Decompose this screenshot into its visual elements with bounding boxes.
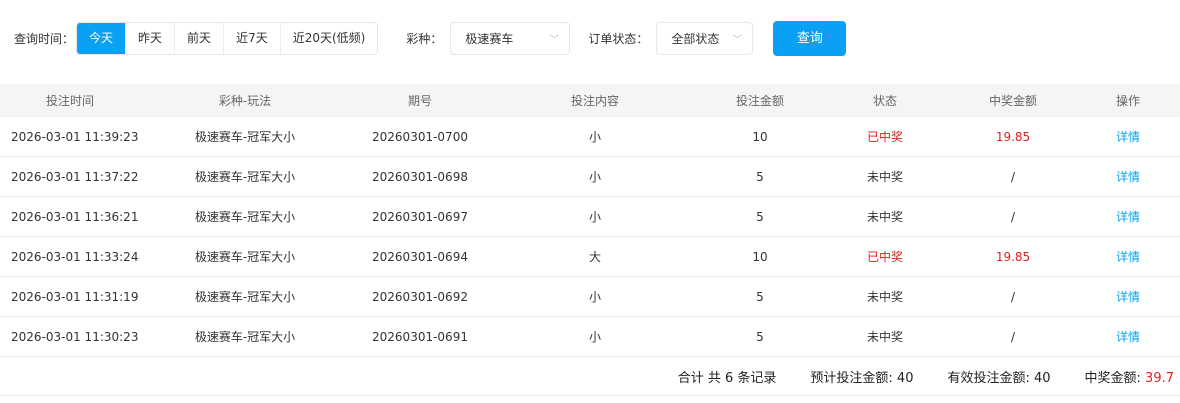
column-header: 操作 [1115, 94, 1140, 108]
column-header: 投注内容 [570, 94, 619, 108]
cell-win: 19.85 [995, 249, 1031, 264]
cell-game: 极速赛车-冠军大小 [194, 210, 296, 224]
cell-game: 极速赛车-冠军大小 [194, 130, 296, 144]
filter-bar: 查询时间： 今天 昨天 前天 近7天 近20天(低频) 彩种： 极速赛车 ﹀ 订… [0, 21, 847, 56]
cell-status: 未中奖 [866, 170, 903, 184]
column-header: 期号 [407, 94, 432, 108]
expected-amount: 预计投注金额: 40 [810, 367, 913, 386]
cell-content: 大 [588, 250, 601, 264]
cell-status: 已中奖 [866, 130, 903, 144]
cell-issue: 20260301-0698 [372, 169, 468, 184]
cell-content: 小 [588, 290, 601, 304]
time-option-20-days[interactable]: 近20天(低频) [279, 23, 378, 54]
cell-status: 未中奖 [866, 330, 903, 344]
cell-time: 2026-03-01 11:31:19 [11, 289, 139, 304]
table-row: 2026-03-01 11:39:23 极速赛车-冠军大小 20260301-070… [0, 117, 1180, 157]
cell-game: 极速赛车-冠军大小 [194, 290, 296, 304]
table-row: 2026-03-01 11:31:19 极速赛车-冠军大小 20260301-069… [0, 277, 1180, 317]
details-link[interactable]: 详情 [1115, 330, 1140, 344]
cell-game: 极速赛车-冠军大小 [194, 330, 296, 344]
cell-time: 2026-03-01 11:33:24 [11, 249, 139, 264]
table-row: 2026-03-01 11:37:22 极速赛车-冠军大小 20260301-069… [0, 157, 1180, 197]
cell-content: 小 [588, 210, 601, 224]
details-link[interactable]: 详情 [1115, 290, 1140, 304]
expected-value: 40 [896, 370, 914, 386]
cell-issue: 20260301-0697 [372, 209, 468, 224]
lottery-value: 极速赛车 [465, 32, 514, 46]
lottery-label: 彩种： [406, 32, 443, 46]
table-row: 2026-03-01 11:30:23 极速赛车-冠军大小 20260301-069… [0, 317, 1180, 357]
total-records: 合计 共 6 条记录 [677, 370, 777, 386]
cell-time: 2026-03-01 11:30:23 [11, 329, 139, 344]
cell-amount: 10 [752, 249, 768, 264]
column-header: 投注金额 [735, 94, 784, 108]
cell-win: / [1010, 329, 1016, 344]
cell-game: 极速赛车-冠军大小 [194, 250, 296, 264]
valid-value: 40 [1033, 370, 1051, 386]
cell-win: / [1010, 209, 1016, 224]
details-link[interactable]: 详情 [1115, 130, 1140, 144]
cell-amount: 5 [756, 329, 764, 344]
cell-status: 未中奖 [866, 290, 903, 304]
cell-game: 极速赛车-冠军大小 [194, 170, 296, 184]
lottery-select[interactable]: 极速赛车 ﹀ [450, 22, 571, 55]
status-value: 全部状态 [671, 32, 720, 46]
column-header: 状态 [872, 94, 897, 108]
chevron-down-icon: ﹀ [732, 35, 743, 46]
cell-amount: 5 [756, 289, 764, 304]
status-select[interactable]: 全部状态 ﹀ [656, 22, 754, 55]
cell-content: 小 [588, 130, 601, 144]
cell-time: 2026-03-01 11:37:22 [11, 169, 139, 184]
details-link[interactable]: 详情 [1115, 250, 1140, 264]
cell-time: 2026-03-01 11:36:21 [11, 209, 139, 224]
cell-issue: 20260301-0694 [372, 249, 468, 264]
column-header: 彩种-玩法 [218, 94, 272, 108]
table-header: 投注时间 彩种-玩法 期号 投注内容 投注金额 状态 中奖金额 操作 [0, 84, 1180, 117]
status-label: 订单状态： [588, 32, 649, 46]
summary-bar: 合计 共 6 条记录 预计投注金额: 40 有效投注金额: 40 中奖金额: 3… [0, 357, 1180, 396]
cell-issue: 20260301-0700 [372, 129, 468, 144]
cell-content: 小 [588, 330, 601, 344]
time-option-7-days[interactable]: 近7天 [223, 23, 280, 54]
cell-amount: 10 [752, 129, 768, 144]
cell-win: / [1010, 169, 1016, 184]
win-amount: 中奖金额: 39.7 [1085, 367, 1174, 386]
details-link[interactable]: 详情 [1115, 210, 1140, 224]
win-label: 中奖金额: [1084, 370, 1146, 386]
time-label: 查询时间： [14, 32, 75, 46]
cell-win: 19.85 [995, 129, 1031, 144]
cell-content: 小 [588, 170, 601, 184]
cell-issue: 20260301-0692 [372, 289, 468, 304]
column-header: 中奖金额 [988, 94, 1037, 108]
cell-win: / [1010, 289, 1016, 304]
valid-amount: 有效投注金额: 40 [947, 367, 1050, 386]
cell-status: 已中奖 [866, 250, 903, 264]
table-row: 2026-03-01 11:36:21 极速赛车-冠军大小 20260301-069… [0, 197, 1180, 237]
time-option-today[interactable]: 今天 [77, 23, 126, 54]
cell-issue: 20260301-0691 [372, 329, 468, 344]
time-option-yesterday[interactable]: 昨天 [125, 23, 174, 54]
expected-label: 预计投注金额: [810, 370, 897, 386]
cell-time: 2026-03-01 11:39:23 [11, 129, 139, 144]
cell-amount: 5 [756, 209, 764, 224]
details-link[interactable]: 详情 [1115, 170, 1140, 184]
time-range-selector: 今天 昨天 前天 近7天 近20天(低频) [76, 22, 379, 55]
cell-amount: 5 [756, 169, 764, 184]
time-option-day-before[interactable]: 前天 [174, 23, 223, 54]
win-value: 39.7 [1145, 370, 1174, 386]
query-button[interactable]: 查询 [773, 21, 847, 56]
table-row: 2026-03-01 11:33:24 极速赛车-冠军大小 20260301-069… [0, 237, 1180, 277]
chevron-down-icon: ﹀ [549, 35, 560, 46]
valid-label: 有效投注金额: [947, 370, 1034, 386]
cell-status: 未中奖 [866, 210, 903, 224]
bet-records-table: 投注时间 彩种-玩法 期号 投注内容 投注金额 状态 中奖金额 操作 2026-03-01 1… [0, 84, 1180, 357]
column-header: 投注时间 [45, 94, 94, 108]
